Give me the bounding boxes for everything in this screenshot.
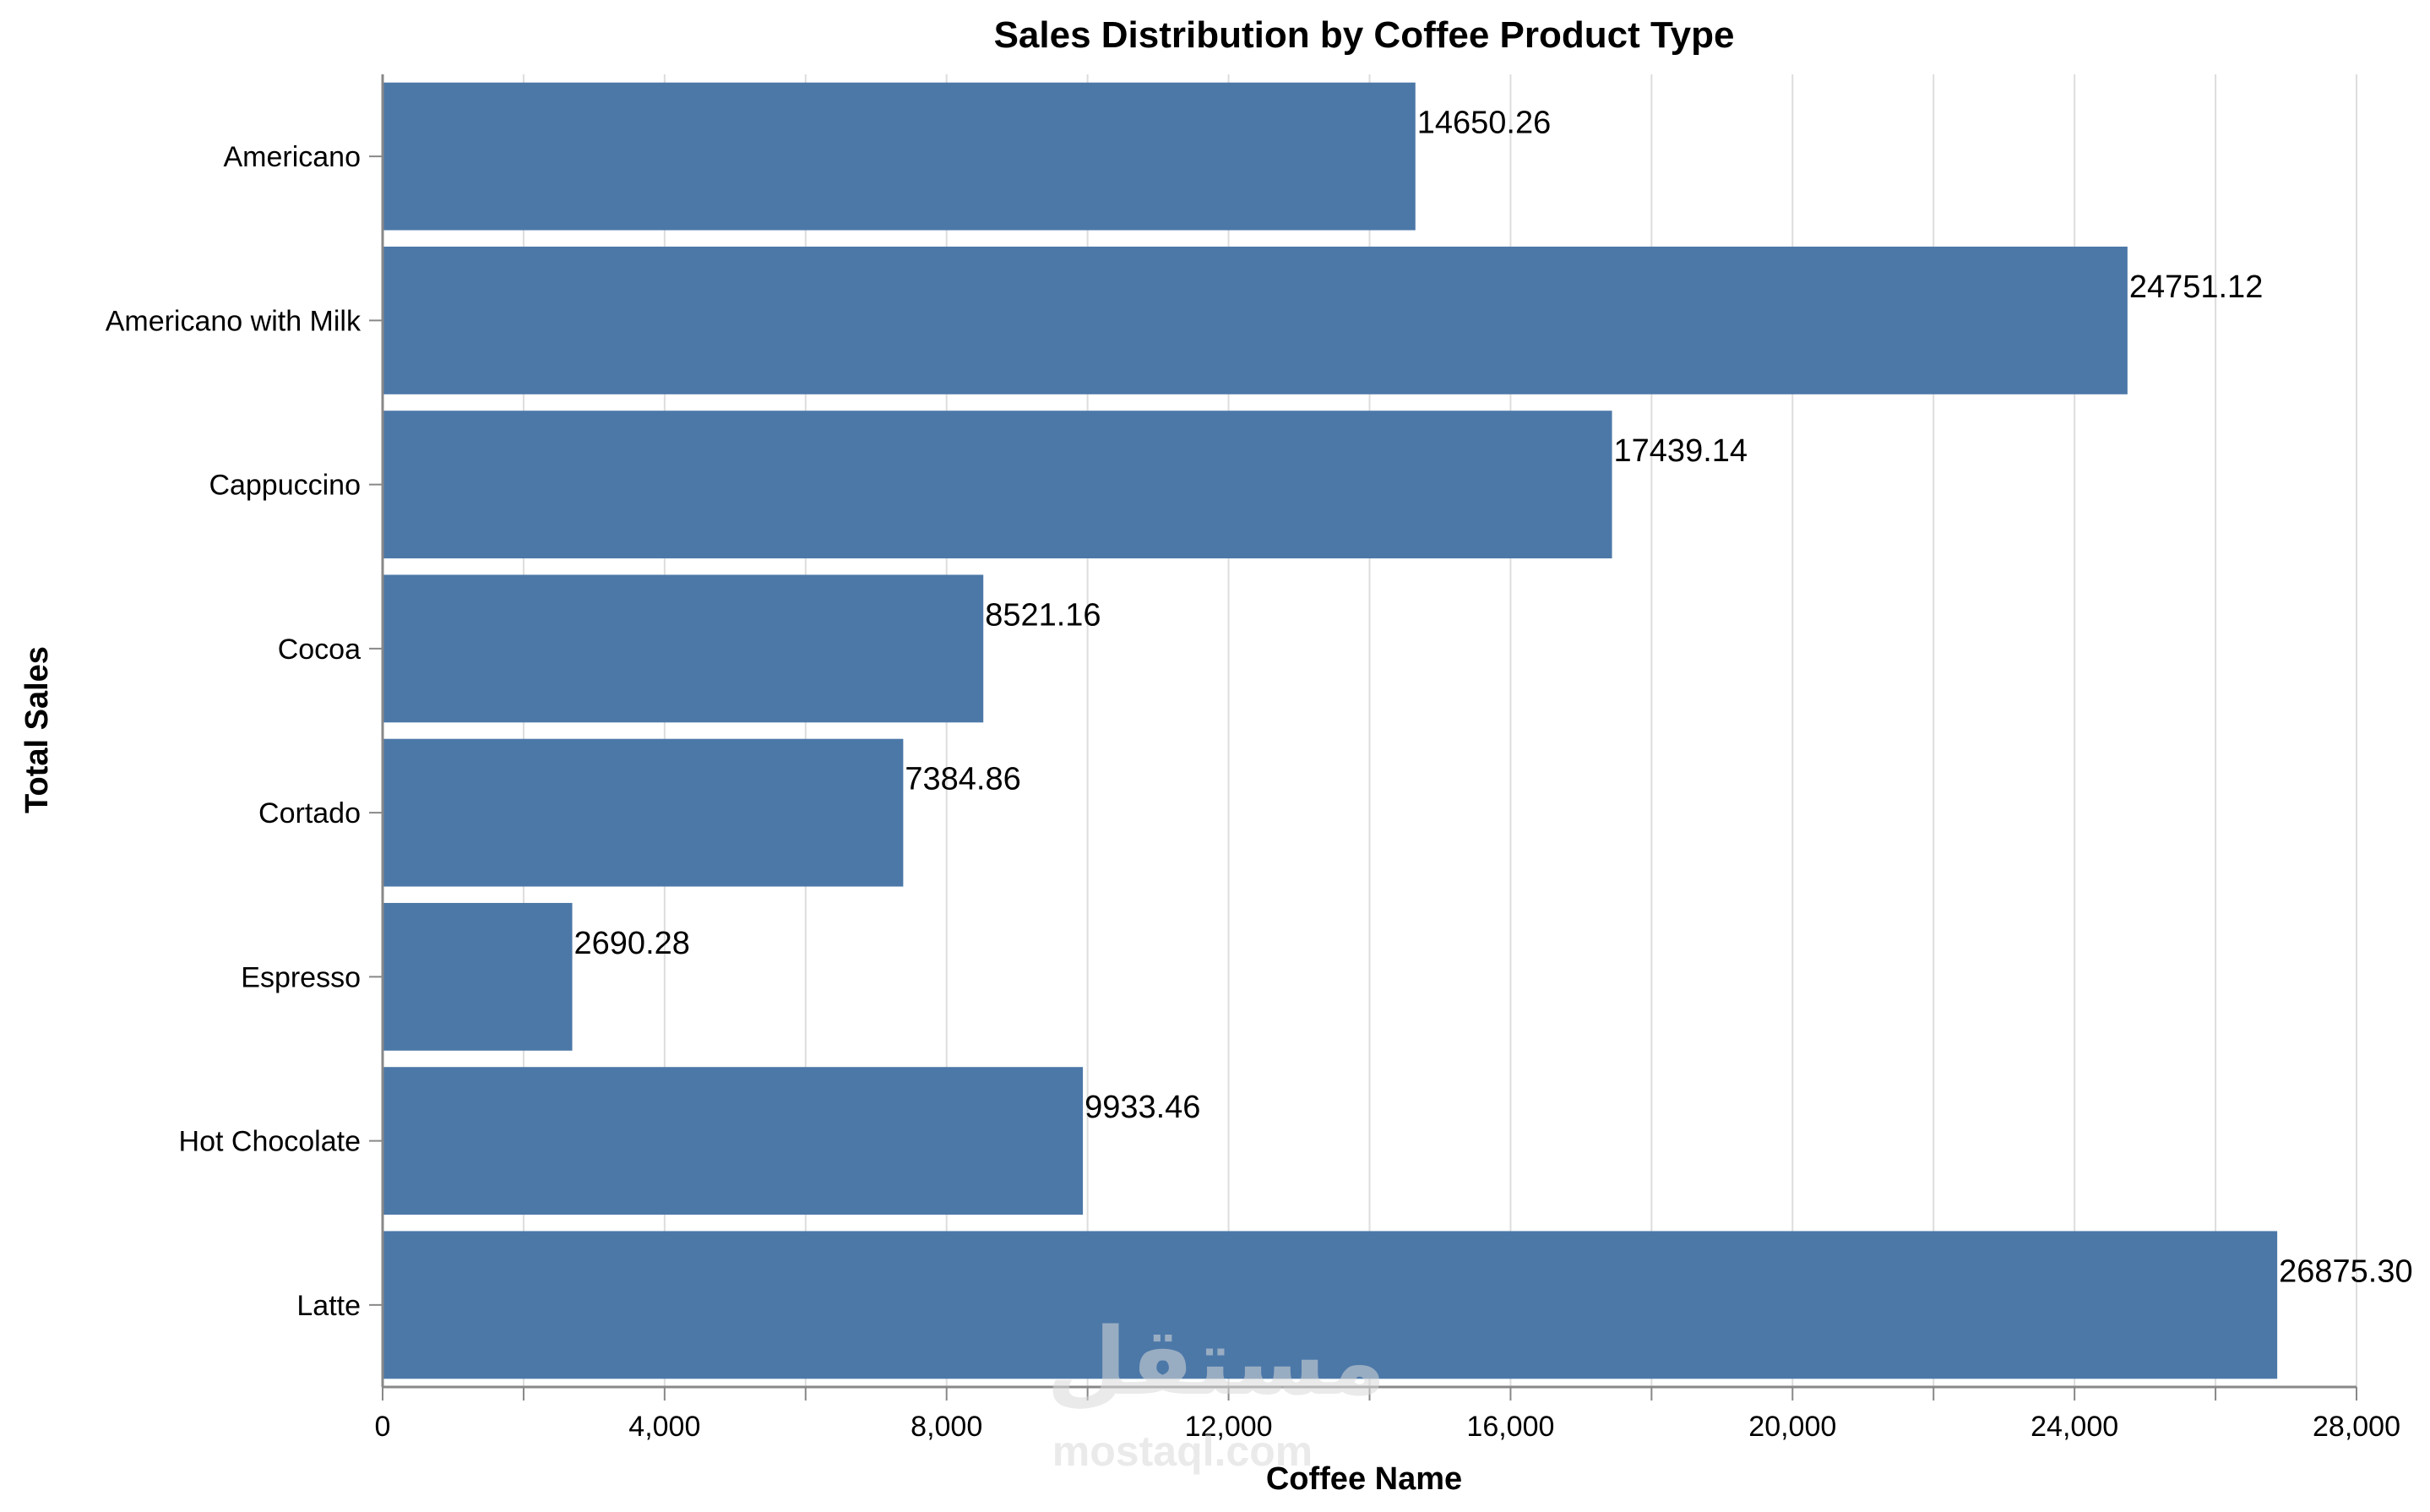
y-axis-title: Total Sales [19,646,55,813]
data-label: 14650.26 [1417,106,1552,141]
x-tick-label: 8,000 [911,1411,982,1443]
data-labels: 14650.26 24751.12 17439.14 8521.16 7384.86 26… [574,106,2413,1290]
y-tick-label: Cocoa [278,634,361,666]
x-tick-label: 4,000 [628,1411,700,1443]
x-axis-title: Coffee Name [1266,1461,1462,1497]
bar-latte [383,1231,2278,1379]
bars [383,82,2278,1379]
data-label: 24751.12 [2129,269,2264,305]
x-tick-label: 24,000 [2030,1411,2118,1443]
watermark-url: mostaql.com [1052,1428,1313,1475]
bar-americano [383,82,1416,231]
bar-cocoa [383,574,984,723]
bar-cortado [383,738,904,887]
bar-cappuccino [383,411,1612,559]
y-tick-label: Cappuccino [209,470,361,502]
y-tick-label: Hot Chocolate [179,1126,361,1158]
x-tick-label: 20,000 [1748,1411,1836,1443]
axes: Americano Americano with Milk Cappuccino Co… [106,74,2400,1443]
data-label: 26875.30 [2279,1254,2413,1289]
data-label: 9933.46 [1085,1090,1200,1125]
x-tick-label: 28,000 [2313,1411,2400,1443]
data-label: 17439.14 [1614,433,1748,469]
x-tick-label: 0 [375,1411,391,1443]
data-label: 7384.86 [905,762,1020,797]
bar-americano-with-milk [383,246,2128,394]
watermark-brand: مستقل [1046,1310,1386,1414]
bar-hot-chocolate [383,1067,1084,1216]
chart-title: Sales Distribution by Coffee Product Typ… [994,14,1735,56]
y-tick-label: Americano with Milk [106,305,362,337]
bar-espresso [383,902,573,1051]
data-label: 2690.28 [574,926,690,961]
y-tick-label: Latte [296,1290,361,1322]
data-label: 8521.16 [985,597,1101,633]
watermark-logo: مستقل mostaql.com [1046,1310,1386,1475]
x-tick-label: 12,000 [1185,1411,1273,1443]
y-tick-label: Espresso [241,961,361,993]
y-tick-label: Americano [223,141,361,173]
y-tick-label: Cortado [258,797,361,829]
x-tick-label: 16,000 [1466,1411,1554,1443]
